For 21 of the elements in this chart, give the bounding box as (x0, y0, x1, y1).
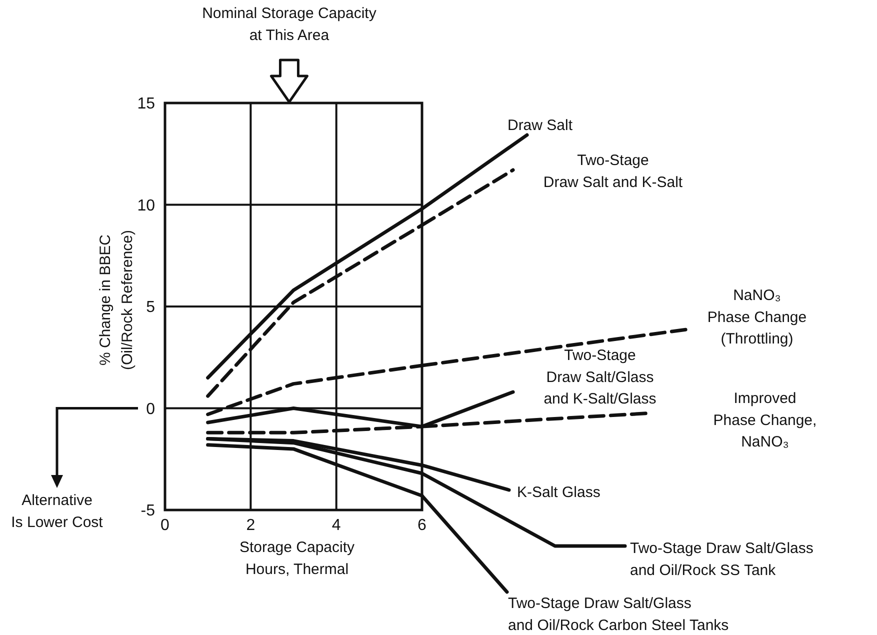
text: K-Salt Glass (517, 484, 600, 501)
x-tick-label: 4 (332, 517, 341, 534)
y-tick-label: 15 (137, 96, 156, 113)
y-tick-label: 0 (146, 400, 156, 418)
text: Draw Salt (507, 117, 574, 134)
text: Two-Stage Draw Salt/Glass and Oil/Rock Carbon Steel Tanks (508, 595, 729, 634)
text: Two-Stage Draw Salt/Glass and K-Salt/Glass (544, 347, 656, 408)
x-tick-label: 6 (418, 517, 427, 534)
text: Improved Phase Change, NaNO₃ (713, 390, 817, 450)
x-axis-title: Storage Capacity Hours, Thermal (239, 539, 356, 578)
text: Two-Stage Draw Salt/Glass and Oil/Rock SS Tank (630, 540, 814, 579)
text: Alternative Is Lower Cost (11, 492, 104, 531)
y-tick-label: -5 (140, 502, 156, 520)
y-tick-label: 10 (137, 197, 156, 214)
y-tick-label: 5 (146, 299, 156, 316)
text: NaNO₃ Phase Change (Throttling) (707, 287, 807, 348)
y-axis-title: % Change in BBEC (Oil/Rock Reference) (97, 230, 136, 370)
text: Nominal Storage Capacity at This Area (202, 5, 377, 44)
x-tick-label: 0 (160, 517, 170, 534)
x-tick-label: 2 (246, 517, 256, 534)
text: Two-Stage Draw Salt and K-Salt (543, 152, 684, 191)
